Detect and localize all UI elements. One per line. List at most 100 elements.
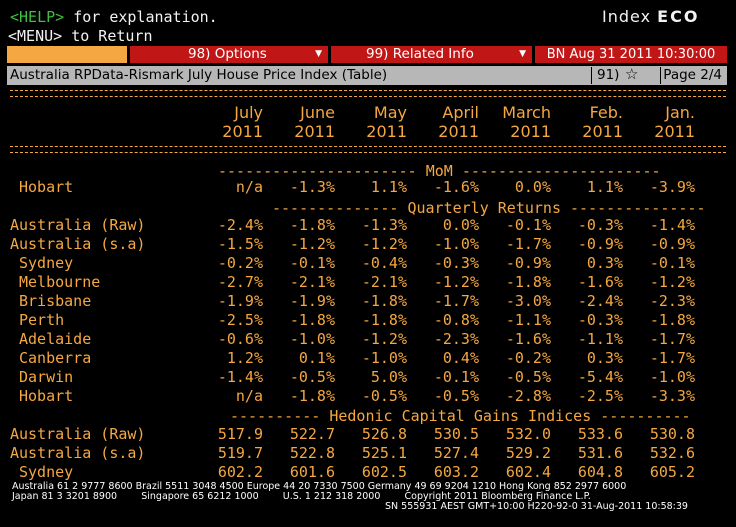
cell-value: -1.9% — [289, 292, 335, 310]
page-indicator: Page 2/4 — [663, 67, 722, 83]
cell-value: -0.5% — [505, 368, 551, 386]
cell-value: -1.4% — [649, 216, 695, 234]
cell-value: 527.4 — [433, 444, 479, 462]
cell-value: 0.0% — [514, 178, 551, 196]
cell-value: -1.4% — [217, 368, 263, 386]
cell-value: -1.8% — [289, 311, 335, 329]
cell-value: -1.6% — [577, 273, 623, 291]
help-key[interactable]: <HELP> — [10, 8, 65, 26]
cell-value: -1.2% — [649, 273, 695, 291]
index-code: ECO — [657, 7, 700, 26]
cell-value: -3.9% — [649, 178, 695, 196]
table-row: Hobart n/a -1.3% 1.1% -1.6% 0.0% 1.1% -3.9% — [0, 178, 736, 197]
cell-value: -0.1% — [505, 216, 551, 234]
cell-value: 0.3% — [586, 349, 623, 367]
row-label: Hobart — [19, 387, 74, 405]
cell-value: -0.9% — [577, 235, 623, 253]
chevron-down-icon: ▼ — [519, 49, 526, 59]
cell-value: 605.2 — [649, 463, 695, 481]
cell-value: -1.8% — [649, 311, 695, 329]
cell-value: -1.2% — [289, 235, 335, 253]
table-row: Perth -2.5% -1.8% -1.8% -0.8% -1.1% -0.3% -1.8% — [0, 311, 736, 330]
cell-value: -2.1% — [289, 273, 335, 291]
cell-value: 519.7 — [217, 444, 263, 462]
cell-value: -0.8% — [433, 311, 479, 329]
cell-value: 533.6 — [577, 425, 623, 443]
cell-value: -1.6% — [433, 178, 479, 196]
help-text: for explanation. — [64, 8, 218, 26]
cell-value: 604.8 — [577, 463, 623, 481]
table-row: Sydney 602.2 601.6 602.5 603.2 602.4 604.8 605.… — [0, 463, 736, 482]
table-row: Hobart n/a -1.8% -0.5% -0.5% -2.8% -2.5% -3.3% — [0, 387, 736, 406]
cell-value: -0.5% — [361, 387, 407, 405]
cell-value: 526.8 — [361, 425, 407, 443]
cell-value: n/a — [235, 178, 263, 196]
cell-value: -1.2% — [361, 330, 407, 348]
star-icon[interactable]: ☆ — [625, 65, 639, 83]
column-month: April — [442, 103, 479, 122]
column-year: 2011 — [366, 122, 407, 141]
cell-value: 525.1 — [361, 444, 407, 462]
separator-line — [10, 90, 726, 97]
cell-value: -0.2% — [217, 254, 263, 272]
cell-value: 1.2% — [226, 349, 263, 367]
table-row: Australia (s.a) -1.5% -1.2% -1.2% -1.0% -1.7%… — [0, 235, 736, 254]
cell-value: -2.3% — [649, 292, 695, 310]
story-title-bar: Australia RPData-Rismark July House Pric… — [7, 65, 727, 85]
cell-value: -2.8% — [505, 387, 551, 405]
cell-value: -1.0% — [361, 349, 407, 367]
column-year: 2011 — [222, 122, 263, 141]
cell-value: -2.1% — [361, 273, 407, 291]
menu-return[interactable]: <MENU> to Return — [8, 27, 153, 45]
cell-value: 530.5 — [433, 425, 479, 443]
section-quarterly: -------------- Quarterly Returns -------… — [272, 199, 706, 217]
cell-value: 531.6 — [577, 444, 623, 462]
row-label: Sydney — [19, 463, 74, 481]
column-year: 2011 — [654, 122, 695, 141]
cell-value: -0.3% — [577, 216, 623, 234]
cell-value: -1.7% — [649, 330, 695, 348]
column-year: 2011 — [510, 122, 551, 141]
cell-value: -1.7% — [433, 292, 479, 310]
cell-value: -0.1% — [433, 368, 479, 386]
cell-value: 522.8 — [289, 444, 335, 462]
cell-value: -0.2% — [505, 349, 551, 367]
cell-value: -0.5% — [289, 368, 335, 386]
related-info-menu[interactable]: 99) Related Info ▼ — [331, 46, 532, 63]
row-label: Brisbane — [19, 292, 92, 310]
table-row: Melbourne -2.7% -2.1% -2.1% -1.2% -1.8% -1.6% -… — [0, 273, 736, 292]
cell-value: -2.4% — [217, 216, 263, 234]
command-input[interactable] — [7, 46, 127, 63]
options-menu[interactable]: 98) Options ▼ — [130, 46, 328, 63]
cell-value: 603.2 — [433, 463, 479, 481]
cell-value: -2.4% — [577, 292, 623, 310]
row-label: Darwin — [19, 368, 74, 386]
cell-value: 602.5 — [361, 463, 407, 481]
cell-value: -0.6% — [217, 330, 263, 348]
cell-value: -0.9% — [505, 254, 551, 272]
cell-value: -2.3% — [433, 330, 479, 348]
page-ref[interactable]: 91) — [597, 67, 620, 83]
cell-value: -1.2% — [361, 235, 407, 253]
chevron-down-icon: ▼ — [315, 49, 322, 59]
cell-value: 601.6 — [289, 463, 335, 481]
column-year: 2011 — [294, 122, 335, 141]
cell-value: 0.3% — [586, 254, 623, 272]
footer-contacts: Australia 61 2 9777 8600 Brazil 5511 304… — [12, 481, 627, 492]
cell-value: -0.9% — [649, 235, 695, 253]
column-month: July — [234, 103, 263, 122]
table-row: Canberra 1.2% 0.1% -1.0% 0.4% -0.2% 0.3% -1.7% — [0, 349, 736, 368]
cell-value: -1.8% — [361, 292, 407, 310]
row-label: Canberra — [19, 349, 92, 367]
section-mom: ---------------------- MoM -------------… — [218, 162, 661, 180]
cell-value: -0.1% — [649, 254, 695, 272]
cell-value: -0.3% — [577, 311, 623, 329]
cell-value: -1.7% — [505, 235, 551, 253]
cell-value: -1.2% — [433, 273, 479, 291]
cell-value: 1.1% — [586, 178, 623, 196]
row-label: Melbourne — [19, 273, 101, 291]
cell-value: -1.5% — [217, 235, 263, 253]
table-row: Sydney -0.2% -0.1% -0.4% -0.3% -0.9% 0.3% -0.1% — [0, 254, 736, 273]
row-label: Adelaide — [19, 330, 92, 348]
cell-value: -1.3% — [361, 216, 407, 234]
